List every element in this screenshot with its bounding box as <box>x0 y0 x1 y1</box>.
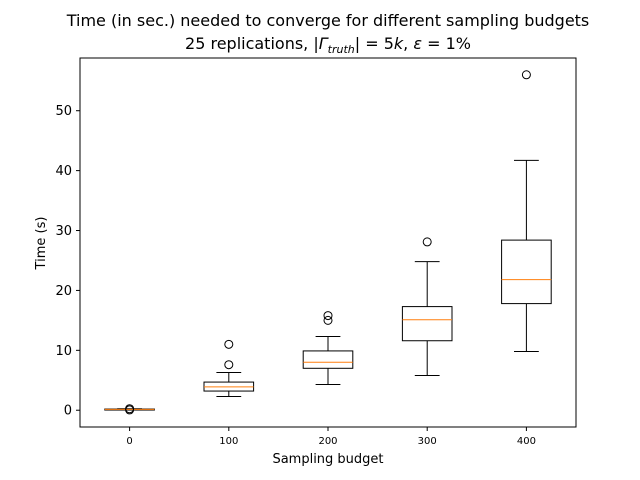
title-epsilon: ε <box>413 34 422 53</box>
x-tick-label: 400 <box>517 436 536 447</box>
x-tick-label: 0 <box>126 436 132 447</box>
y-tick-label: 10 <box>55 344 72 359</box>
axes: 0 10 20 30 40 50 0 100 200 300 400 <box>55 57 577 447</box>
x-tick-label: 300 <box>418 436 437 447</box>
chart-title-line1: Time (in sec.) needed to converge for di… <box>66 11 590 30</box>
y-tick-label: 50 <box>55 104 72 119</box>
x-axis-label: Sampling budget <box>272 452 383 467</box>
outlier-point <box>422 237 432 247</box>
title-gamma-bar-close: | <box>355 34 360 53</box>
outlier-point <box>224 339 234 349</box>
title-eq1: = 5 <box>360 34 394 53</box>
y-axis-label: Time (s) <box>34 217 49 271</box>
box <box>501 239 552 305</box>
outlier-point <box>323 311 333 321</box>
title-gamma: Γ <box>319 34 329 53</box>
plot-marks <box>104 70 552 415</box>
title-gamma-bar: | <box>313 34 318 53</box>
outlier-point <box>224 360 234 370</box>
chart-title-line2: 25 replications, |Γtruth| = 5k, ε = 1% <box>185 34 471 56</box>
x-tick-label: 200 <box>318 436 337 447</box>
box <box>401 306 453 342</box>
outlier-point <box>521 70 531 80</box>
outlier-point <box>323 315 333 325</box>
title-sep: , <box>403 34 413 53</box>
y-tick-label: 30 <box>55 224 72 239</box>
y-tick-label: 20 <box>55 284 72 299</box>
title-prefix: 25 replications, <box>185 34 313 53</box>
x-tick-label: 100 <box>219 436 238 447</box>
box <box>302 350 354 369</box>
y-tick-label: 40 <box>55 164 72 179</box>
outlier-point <box>125 405 135 415</box>
title-eq2: = 1% <box>422 34 471 53</box>
title-gamma-sub: truth <box>328 43 355 56</box>
y-tick-label: 0 <box>64 404 72 419</box>
title-k: k <box>394 34 404 53</box>
